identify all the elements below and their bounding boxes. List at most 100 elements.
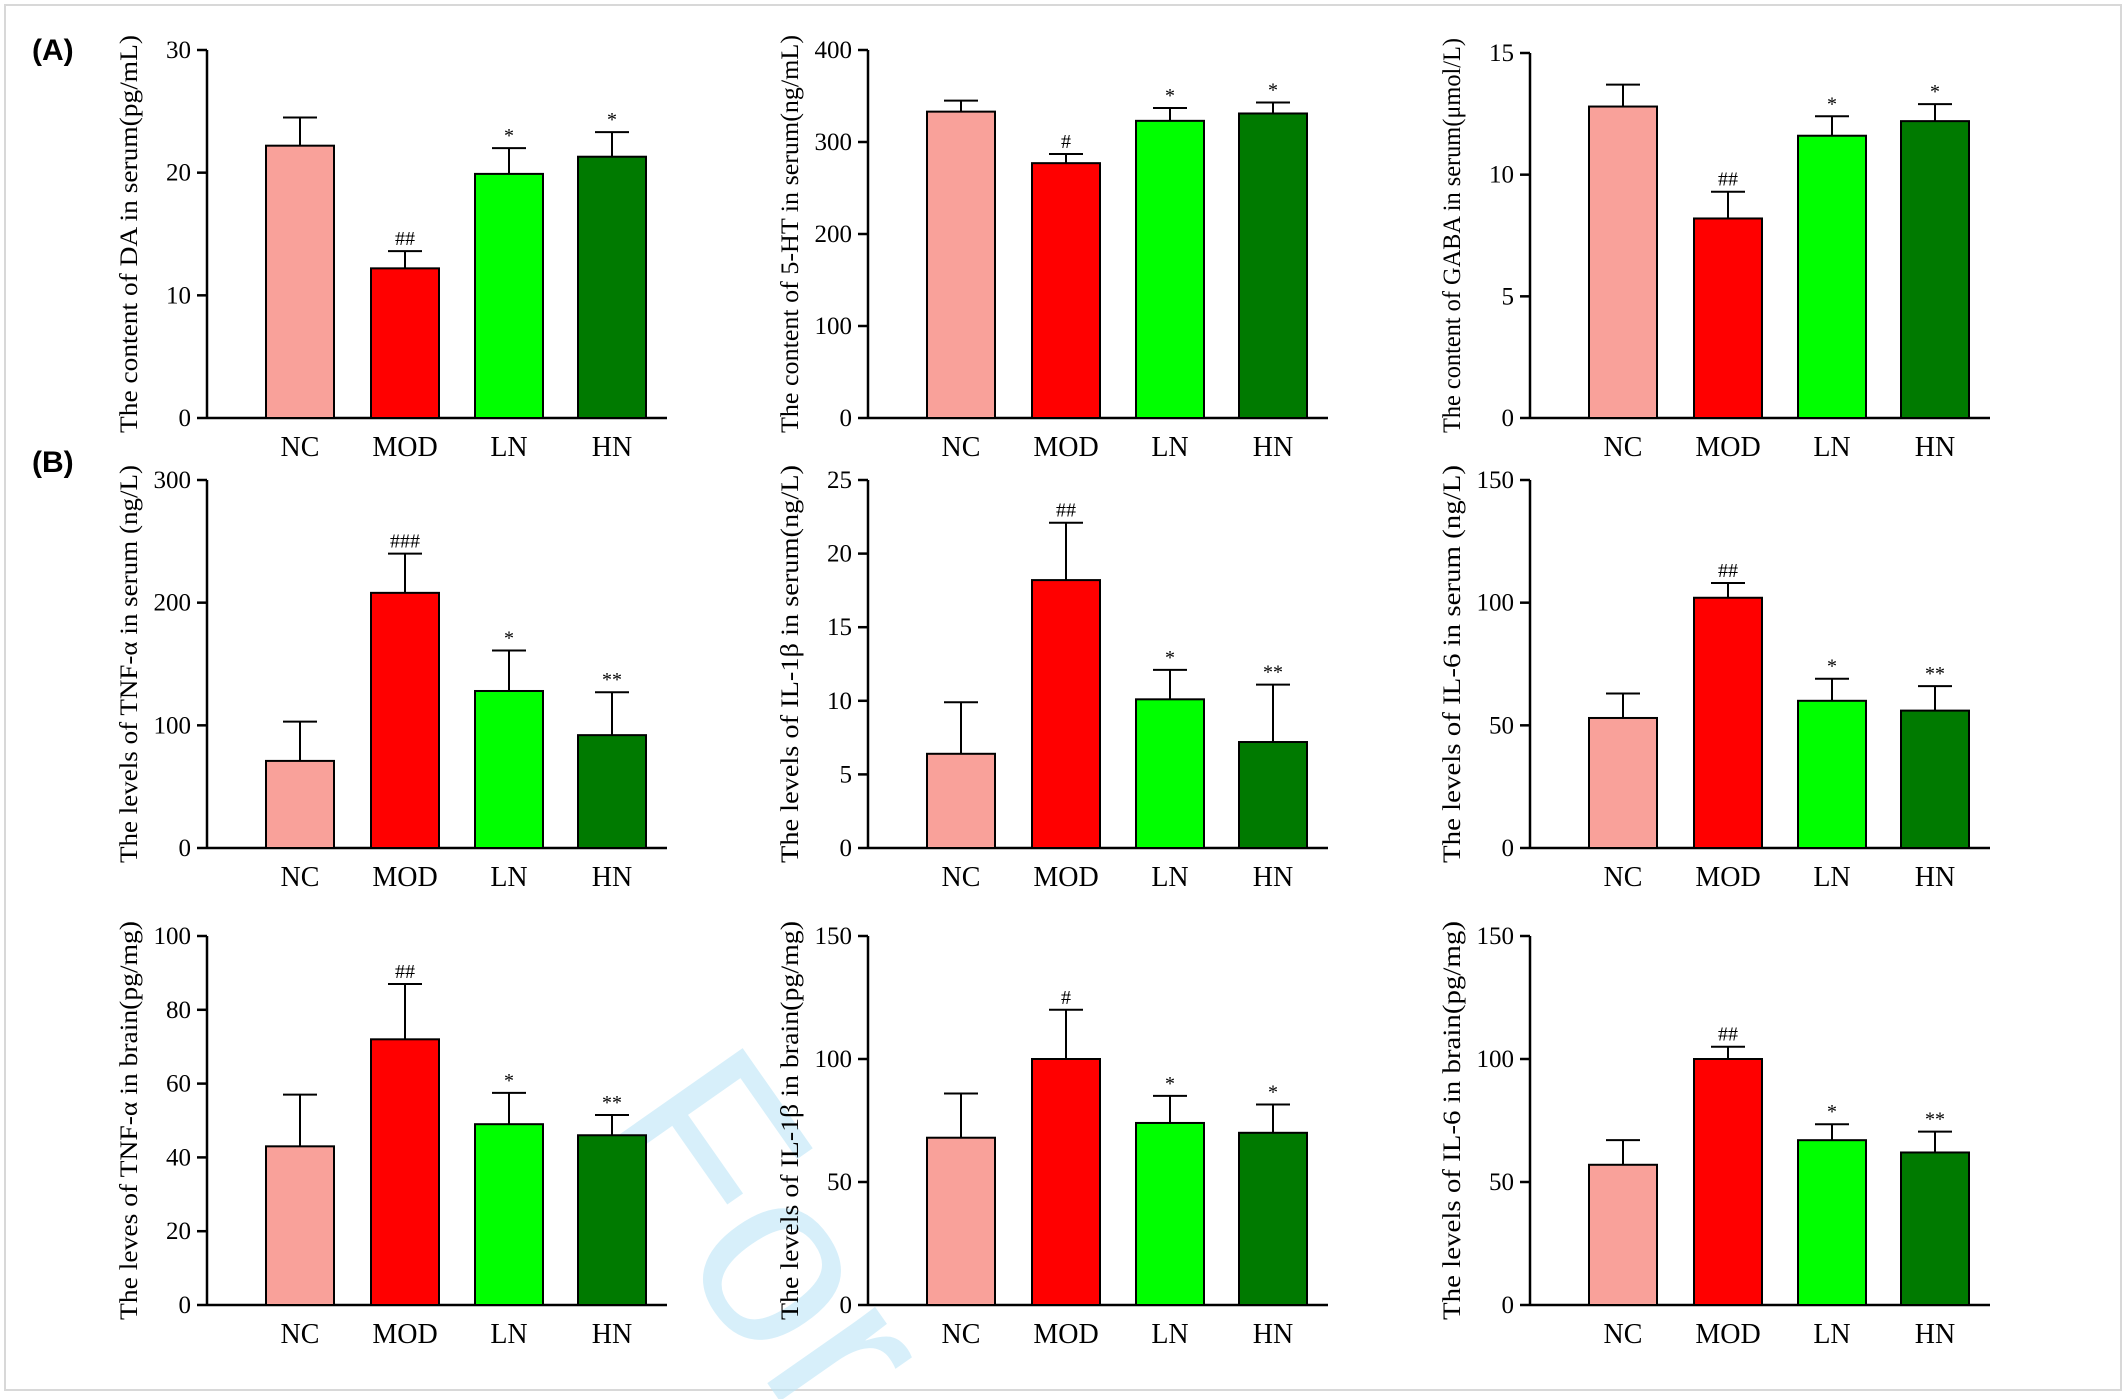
- significance-marker: #: [1061, 131, 1071, 153]
- y-tick-label: 10: [827, 688, 852, 715]
- y-tick-label: 300: [815, 129, 853, 156]
- significance-marker: ###: [390, 531, 420, 553]
- chart-4: 0 100 200 300 The levels of TNF-α in serum (…: [116, 465, 667, 893]
- category-label: LN: [1151, 432, 1188, 463]
- category-label: NC: [942, 432, 981, 463]
- bar-nc: [265, 144, 335, 419]
- significance-marker: *: [504, 628, 514, 650]
- significance-marker: *: [1827, 93, 1837, 115]
- bar-mod: [1031, 1058, 1101, 1306]
- y-tick-label: 200: [815, 221, 853, 248]
- category-label: NC: [942, 1319, 981, 1350]
- y-tick-label: 0: [1502, 405, 1515, 432]
- chart-1: 0 10 20 30 The content of DA in serum(pg/mL)…: [116, 35, 667, 463]
- category-label: NC: [1604, 432, 1643, 463]
- category-label: MOD: [1033, 432, 1098, 463]
- bar-hn: [1238, 741, 1308, 849]
- y-tick-label: 100: [154, 712, 192, 739]
- y-tick-label: 20: [166, 160, 191, 187]
- bar-hn: [577, 734, 647, 849]
- significance-marker: ##: [1718, 169, 1738, 191]
- category-label: LN: [490, 862, 527, 893]
- y-tick-label: 50: [827, 1169, 852, 1196]
- bar-nc: [1588, 105, 1658, 420]
- y-axis-label: The levels of TNF-α in serum (ng/L): [116, 465, 143, 863]
- y-axis-label: The levels of IL-1β in serum(ng/L): [777, 465, 804, 863]
- category-label: HN: [592, 862, 632, 893]
- chart-6: 0 50 100 150 The levels of IL-6 in serum (ng…: [1439, 465, 1990, 893]
- significance-marker: *: [504, 125, 514, 147]
- significance-marker: ##: [1056, 500, 1076, 522]
- y-tick-label: 100: [1477, 1046, 1515, 1073]
- y-tick-label: 0: [1502, 1292, 1515, 1319]
- bar-hn: [577, 1134, 647, 1307]
- panel-label-b: (B): [32, 446, 74, 479]
- category-label: HN: [592, 1319, 632, 1350]
- y-axis-label: The content of DA in serum(pg/mL): [116, 35, 143, 433]
- category-label: MOD: [1695, 862, 1760, 893]
- y-tick-label: 15: [1489, 40, 1514, 67]
- y-tick-label: 80: [166, 997, 191, 1024]
- y-tick-label: 10: [166, 282, 191, 309]
- chart-grid: 0 10 20 30 The content of DA in serum(pg/mL)…: [116, 35, 1990, 1350]
- y-tick-label: 20: [827, 541, 852, 568]
- bar-mod: [370, 591, 440, 849]
- y-axis-label: The levels of IL-6 in brain(pg/mg): [1439, 921, 1466, 1320]
- y-tick-label: 400: [815, 37, 853, 64]
- bar-mod: [1031, 162, 1101, 419]
- y-axis-label: The content of 5-HT in serum(ng/mL): [777, 35, 804, 433]
- category-label: HN: [592, 432, 632, 463]
- y-tick-label: 0: [179, 405, 192, 432]
- bar-nc: [265, 759, 335, 850]
- bar-ln: [474, 1123, 544, 1306]
- category-label: LN: [490, 432, 527, 463]
- bar-hn: [1900, 709, 1970, 850]
- category-label: LN: [1813, 1319, 1850, 1350]
- category-label: NC: [1604, 862, 1643, 893]
- y-tick-label: 150: [1477, 923, 1515, 950]
- bar-nc: [1588, 1163, 1658, 1307]
- y-tick-label: 150: [815, 923, 853, 950]
- significance-marker: **: [1263, 662, 1283, 684]
- bar-mod: [1693, 596, 1763, 850]
- category-label: NC: [942, 862, 981, 893]
- y-tick-label: 30: [166, 37, 191, 64]
- category-label: LN: [1813, 862, 1850, 893]
- bar-nc: [926, 1136, 996, 1306]
- category-label: MOD: [1033, 1319, 1098, 1350]
- y-tick-label: 5: [1502, 283, 1515, 310]
- chart-3: 0 5 10 15 The content of GABA in serum(μmol/…: [1439, 38, 1990, 463]
- category-label: NC: [281, 1319, 320, 1350]
- category-label: MOD: [372, 432, 437, 463]
- significance-marker: #: [1061, 987, 1071, 1009]
- y-tick-label: 100: [815, 1046, 853, 1073]
- y-tick-label: 25: [827, 467, 852, 494]
- y-tick-label: 0: [179, 1292, 192, 1319]
- bar-ln: [474, 172, 544, 419]
- significance-marker: *: [1930, 81, 1940, 103]
- significance-marker: *: [504, 1070, 514, 1092]
- y-tick-label: 0: [1502, 835, 1515, 862]
- bar-ln: [1797, 699, 1867, 849]
- chart-9: 0 50 100 150 The levels of IL-6 in brain(pg/…: [1439, 921, 1990, 1350]
- y-tick-label: 100: [815, 313, 853, 340]
- y-axis-label: The levels of IL-1β in brain(pg/mg): [777, 921, 804, 1320]
- y-tick-label: 0: [840, 405, 853, 432]
- y-axis-label: The levels of IL-6 in serum (ng/L): [1439, 465, 1466, 863]
- category-label: LN: [1151, 862, 1188, 893]
- y-tick-label: 50: [1489, 1169, 1514, 1196]
- category-label: HN: [1915, 1319, 1955, 1350]
- chart-8: 0 50 100 150 The levels of IL-1β in brain(pg…: [777, 921, 1328, 1350]
- category-label: LN: [1813, 432, 1850, 463]
- bar-nc: [926, 110, 996, 419]
- category-label: HN: [1915, 862, 1955, 893]
- chart-7: 0 20 40 60 80 100 The leves of TNF-α in brain(…: [116, 921, 667, 1350]
- bar-hn: [1238, 1131, 1308, 1307]
- figure-frame: [4, 4, 2122, 1391]
- significance-marker: **: [602, 1092, 622, 1114]
- category-label: LN: [1151, 1319, 1188, 1350]
- panel-label-a: (A): [32, 34, 74, 67]
- category-label: LN: [490, 1319, 527, 1350]
- y-axis-label: The leves of TNF-α in brain(pg/mg): [116, 921, 143, 1320]
- significance-marker: *: [1165, 85, 1175, 107]
